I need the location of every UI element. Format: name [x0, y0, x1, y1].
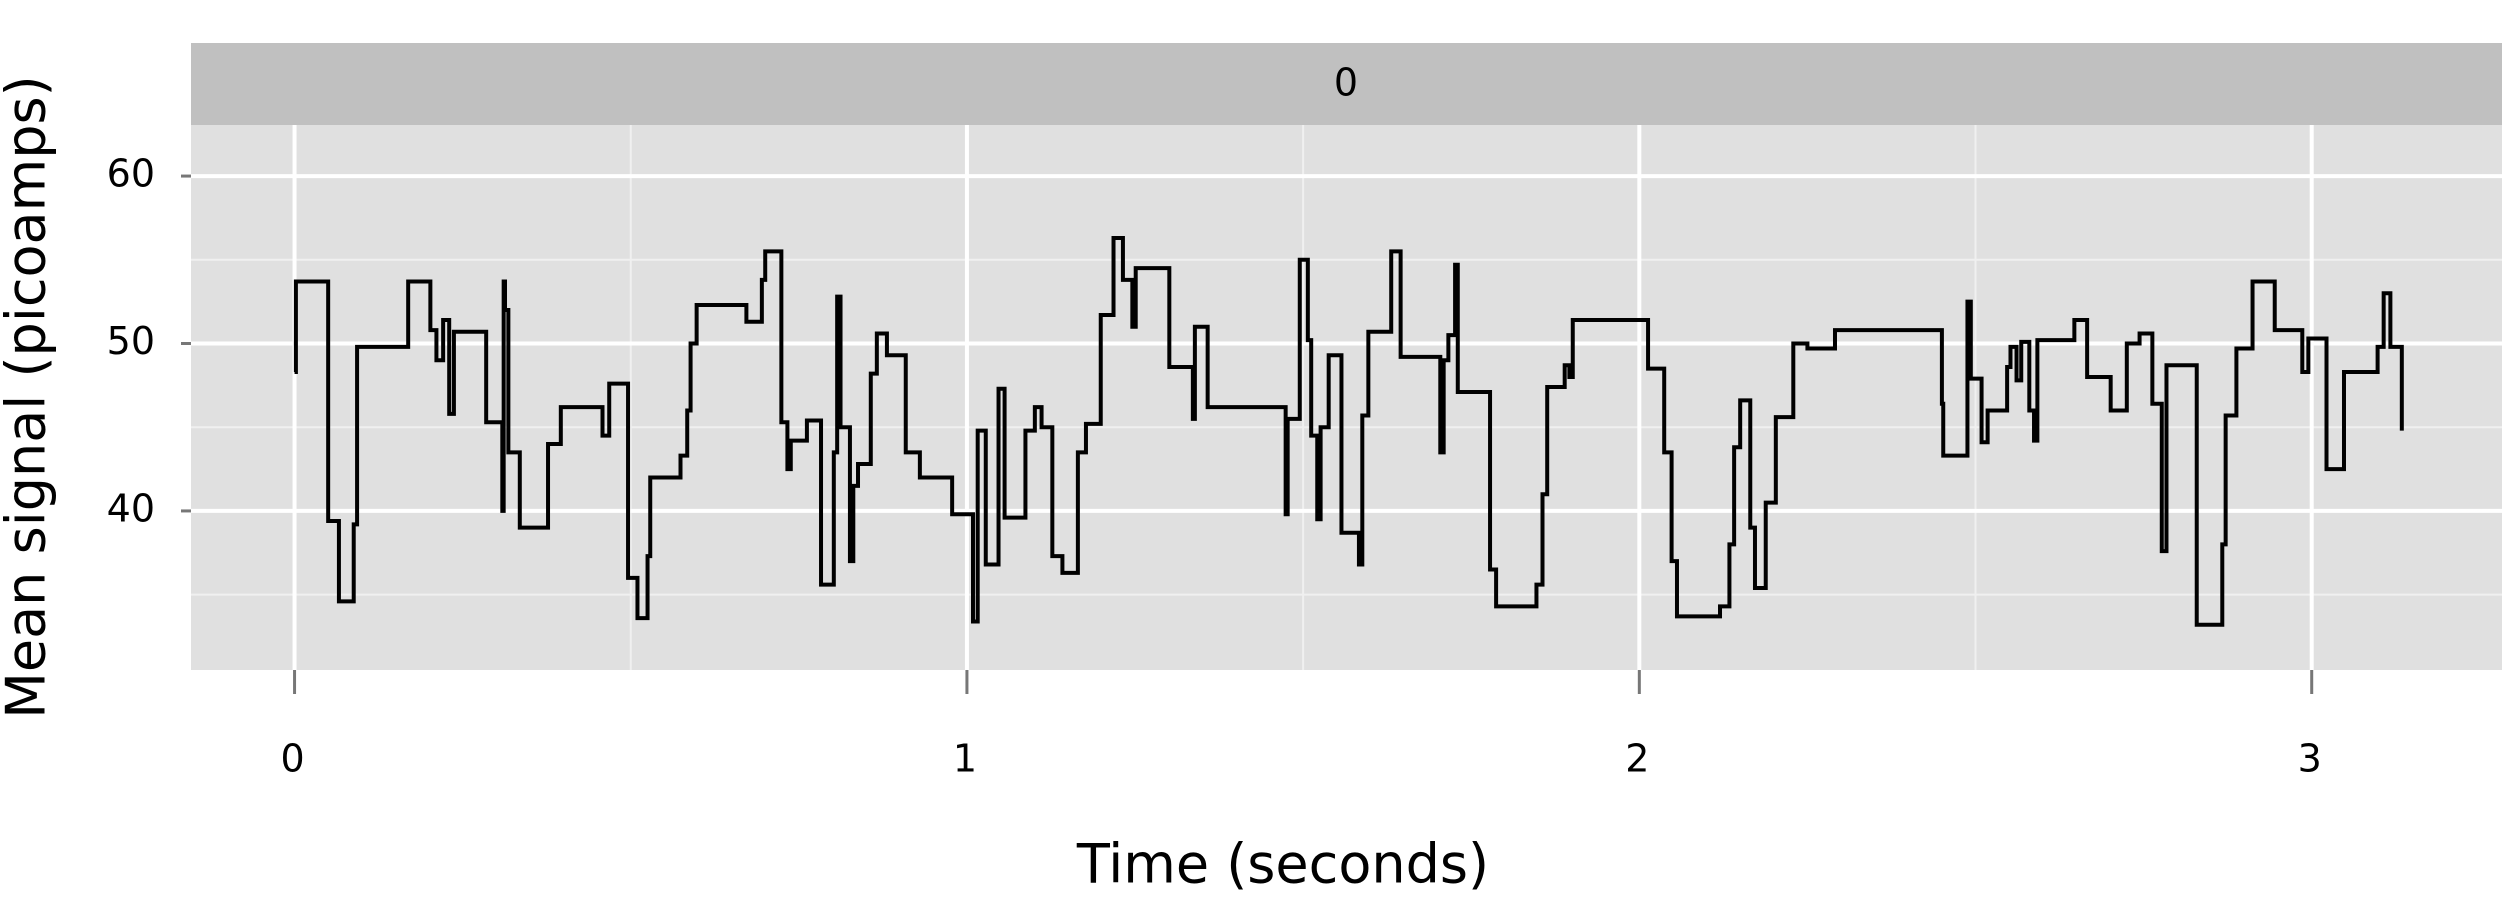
x-tick-label: 3: [2298, 737, 2322, 781]
x-tick-label: 2: [1625, 737, 1649, 781]
facet-strip: [191, 43, 2502, 125]
y-tick-label: 40: [107, 486, 155, 530]
panel: [191, 125, 2502, 670]
y-tick-label: 50: [107, 319, 155, 363]
y-tick-label: 60: [107, 152, 155, 196]
signal-line: [293, 236, 2404, 627]
facet-label: 0: [1334, 61, 1358, 105]
x-axis-title: Time (seconds): [1076, 833, 1489, 896]
x-tick-label: 1: [953, 737, 977, 781]
x-tick-label: 0: [280, 737, 304, 781]
y-axis-title: Mean signal (picoamps): [0, 75, 58, 718]
